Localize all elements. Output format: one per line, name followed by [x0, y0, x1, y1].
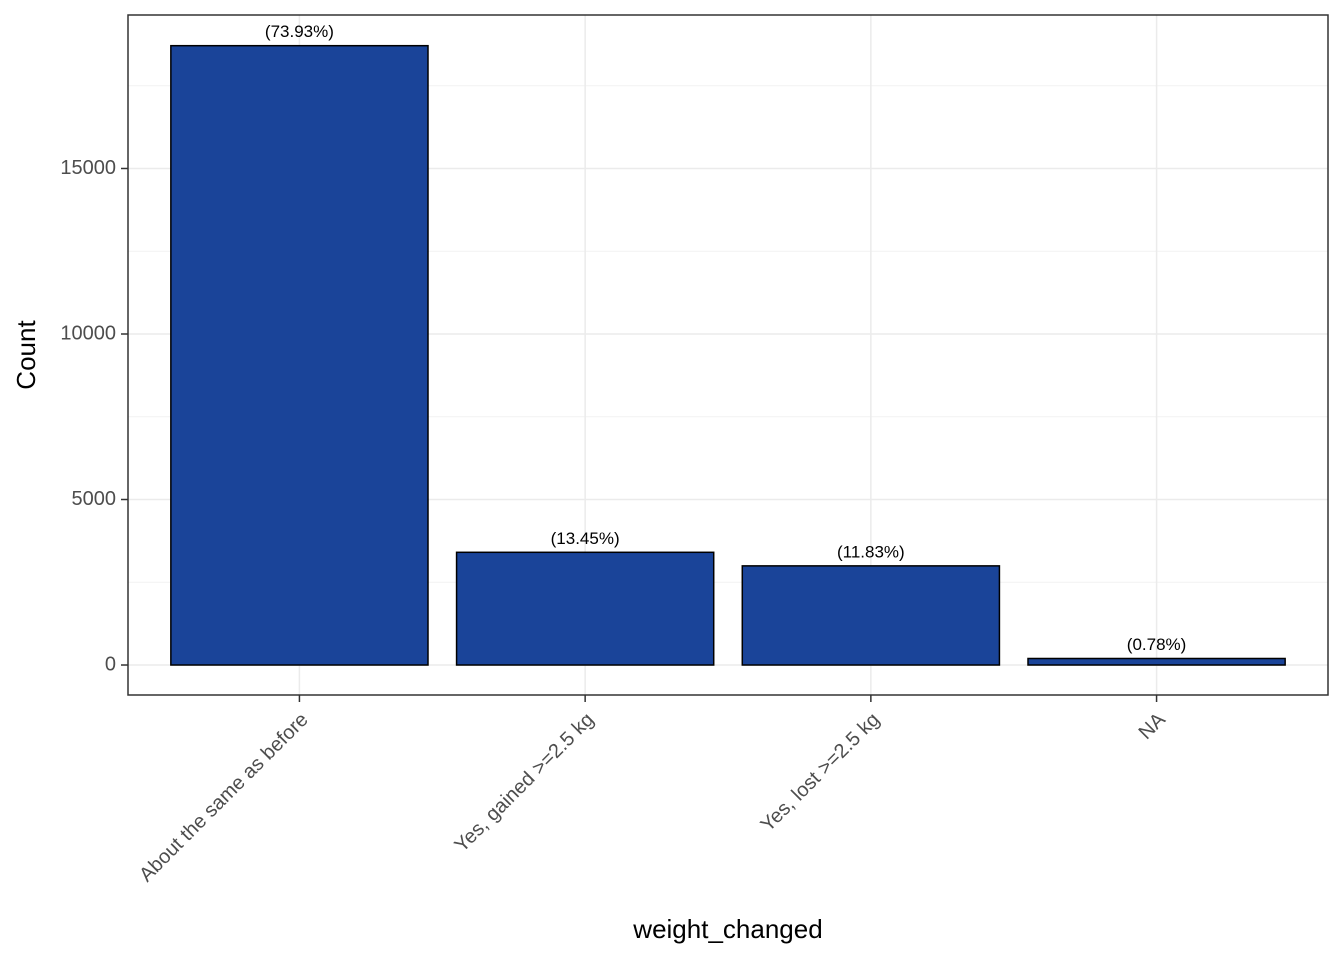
bar [170, 44, 429, 666]
bar-label: (11.83%) [837, 542, 905, 561]
bar [741, 565, 1001, 666]
y-tick-label: 0 [105, 653, 116, 675]
y-tick-label: 10000 [60, 322, 116, 344]
bar-label: (13.45%) [551, 529, 620, 548]
x-axis-title: weight_changed [632, 914, 822, 944]
panel-border [127, 14, 1329, 696]
bar [455, 551, 715, 666]
y-tick-label: 15000 [60, 157, 116, 179]
bar-label: (0.78%) [1127, 635, 1187, 654]
bar [1027, 657, 1286, 666]
y-axis-title: Count [11, 320, 41, 390]
bar-label: (73.93%) [265, 22, 334, 41]
y-tick-label: 5000 [72, 488, 117, 510]
